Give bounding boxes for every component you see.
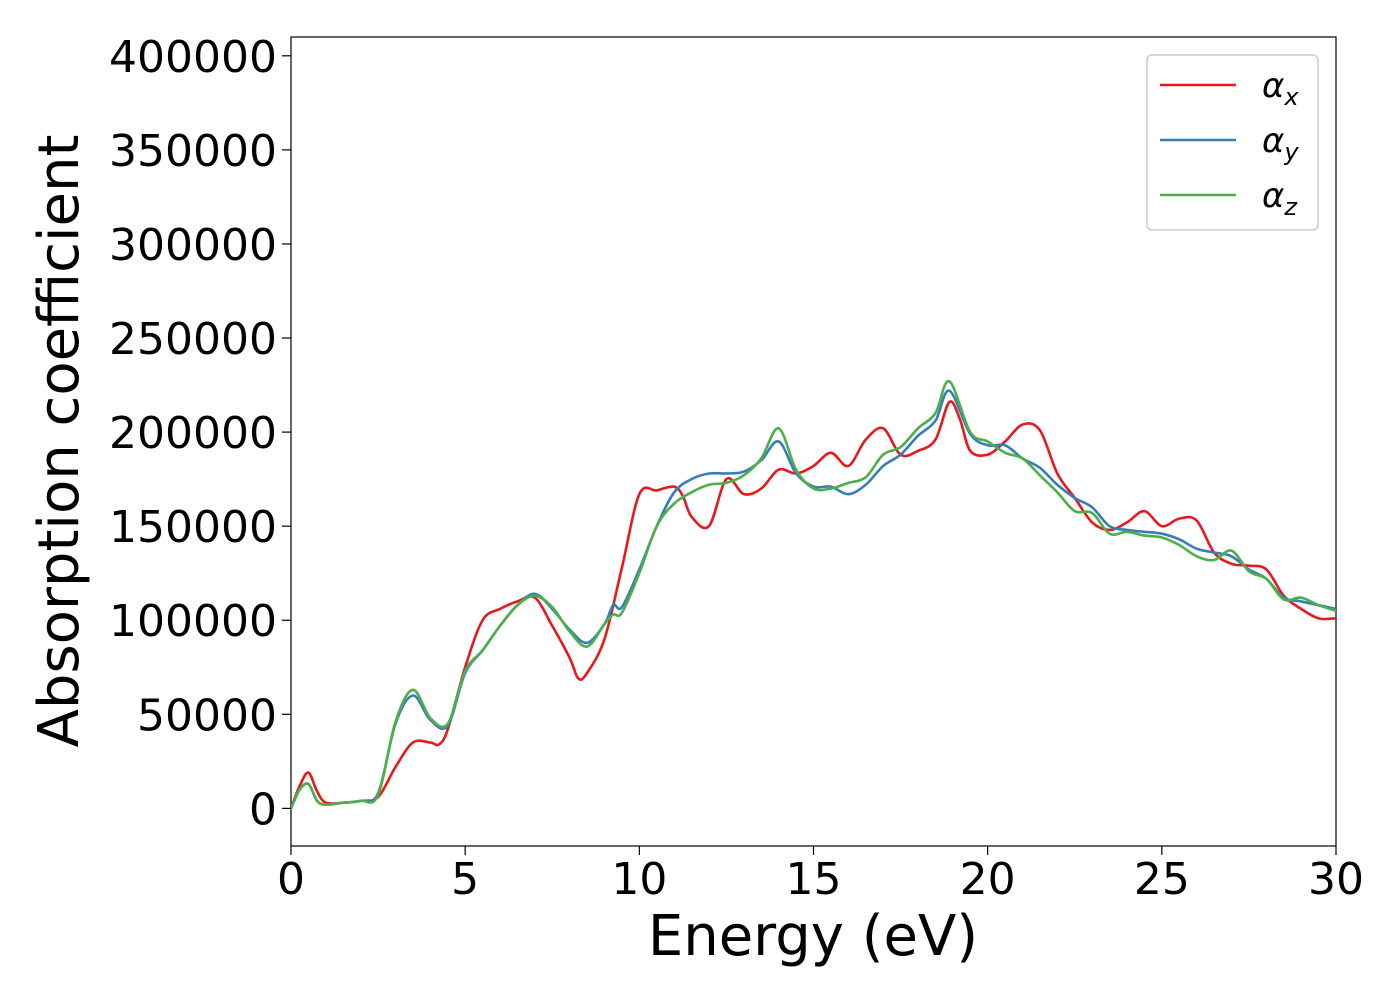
y-tick-label: 250000 [109,314,277,365]
y-tick-label: 200000 [109,408,277,459]
legend-symbol: α [1262,121,1284,161]
x-axis-ticks: 0 5 10 15 20 25 30 [277,846,1364,905]
y-tick-label: 400000 [109,32,277,83]
y-tick-label: 50000 [137,690,277,741]
x-tick-label: 30 [1308,854,1364,905]
series-layer [291,379,1336,810]
x-tick-label: 5 [451,854,479,905]
legend-label-y: αy [1262,121,1299,166]
y-axis-ticks: 0 50000 100000 150000 200000 250000 300000 3500… [109,32,291,835]
x-tick-label: 20 [960,854,1016,905]
legend-subscript: x [1283,83,1299,111]
legend-subscript: z [1283,193,1298,221]
x-tick-label: 10 [611,854,667,905]
y-tick-label: 0 [249,784,277,835]
legend-subscript: y [1283,138,1299,166]
legend-symbol: α [1262,176,1284,216]
y-axis-title: Absorption coefficient [27,135,92,748]
y-tick-label: 300000 [109,220,277,271]
y-tick-label: 150000 [109,502,277,553]
y-tick-label: 350000 [109,126,277,177]
legend-label-z: αz [1262,176,1298,221]
x-axis-title: Energy (eV) [648,904,978,969]
x-tick-label: 0 [277,854,305,905]
x-tick-label: 15 [786,854,842,905]
legend-label-x: αx [1262,66,1299,111]
series-line-z [291,379,1336,810]
series-line-x [291,400,1336,810]
legend-box [1146,54,1319,231]
legend-symbol: α [1262,66,1284,106]
series-line-y [291,389,1336,810]
x-tick-label: 25 [1134,854,1190,905]
y-tick-label: 100000 [109,596,277,647]
